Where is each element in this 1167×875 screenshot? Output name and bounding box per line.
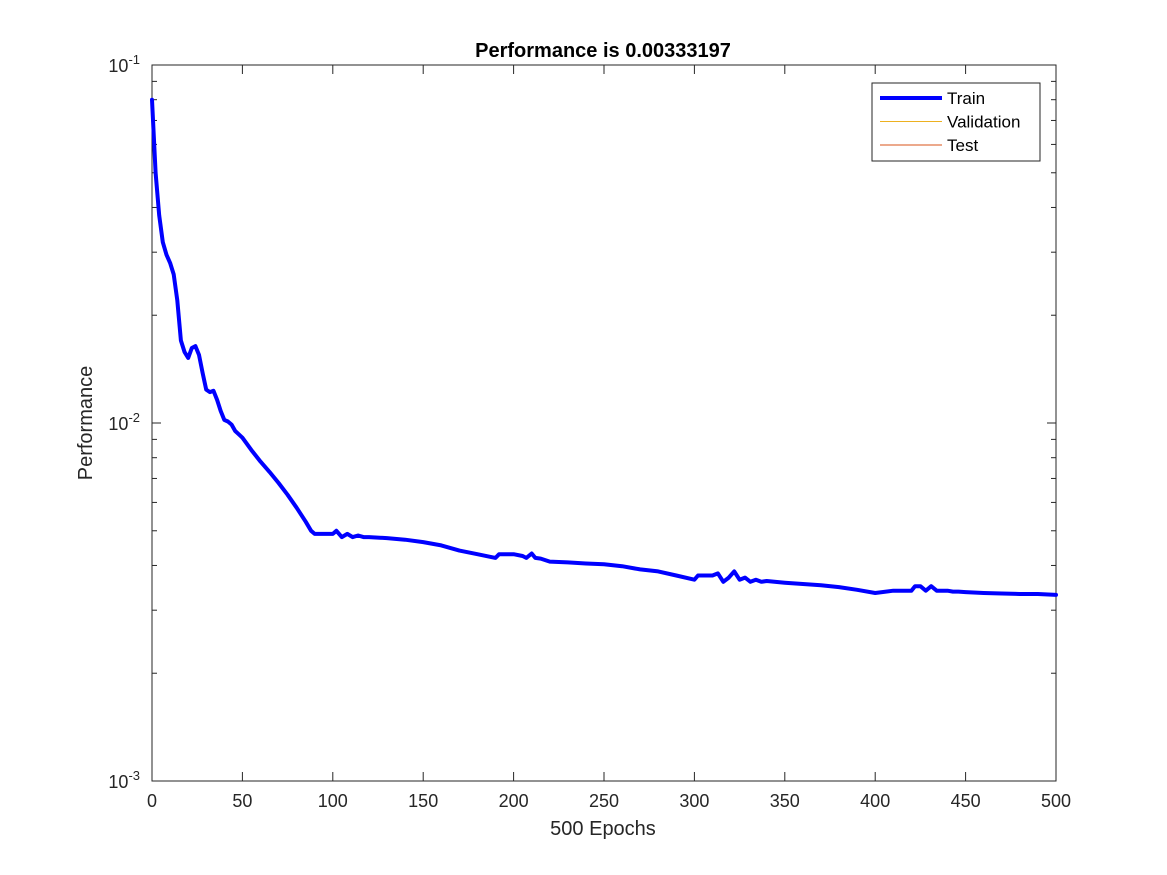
legend-label-train: Train	[947, 89, 985, 108]
legend: Train Validation Test	[871, 82, 1041, 162]
y-tick-label: 10-1	[108, 52, 140, 76]
y-tick-label: 10-3	[108, 768, 140, 792]
plot-area: 0 50 100 150 200 250 300 350 400 450 500 10-1 10-2 10…	[108, 52, 1071, 811]
x-tick-label: 250	[589, 791, 619, 811]
x-tick-label: 0	[147, 791, 157, 811]
x-tick-label: 100	[318, 791, 348, 811]
x-tick-label: 400	[860, 791, 890, 811]
x-tick-label: 200	[499, 791, 529, 811]
x-tick-label: 150	[408, 791, 438, 811]
x-tick-label: 300	[679, 791, 709, 811]
axes-box	[151, 64, 1057, 782]
x-axis-label: 500 Epochs	[550, 818, 656, 840]
x-tick-label: 450	[951, 791, 981, 811]
x-tick-label: 50	[232, 791, 252, 811]
x-tick-label: 500	[1041, 791, 1071, 811]
y-axis-label: Performance	[75, 366, 97, 481]
series-line-train	[150, 97, 1058, 597]
chart-title: Performance is 0.00333197	[475, 40, 731, 62]
x-tick-label: 350	[770, 791, 800, 811]
legend-label-validation: Validation	[947, 113, 1020, 132]
legend-label-test: Test	[947, 136, 978, 155]
y-tick-label: 10-2	[108, 410, 140, 434]
